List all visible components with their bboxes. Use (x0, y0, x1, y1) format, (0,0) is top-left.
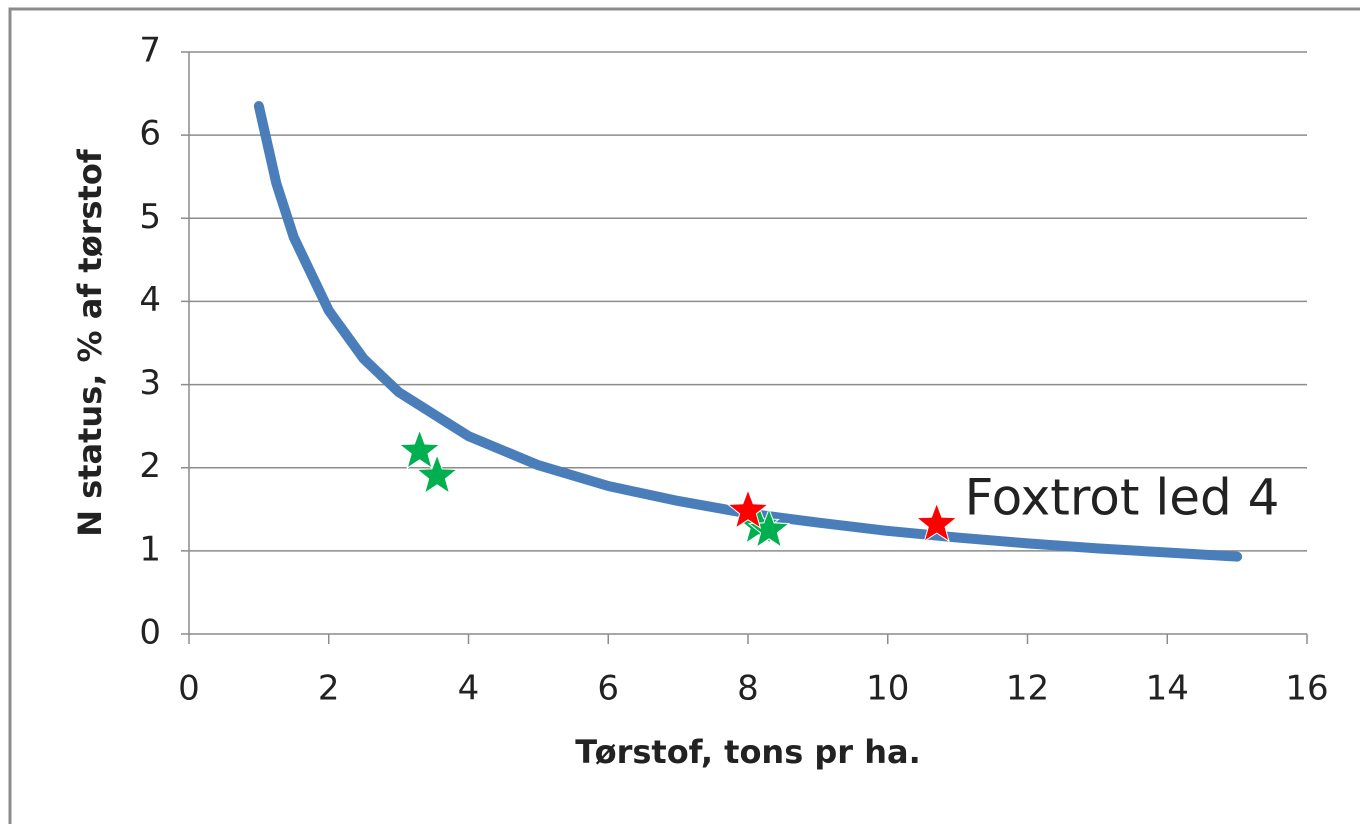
x-tick-label: 10 (866, 669, 909, 709)
y-tick-label: 7 (139, 31, 161, 71)
x-tick-label: 0 (178, 669, 200, 709)
star-point (915, 501, 958, 543)
star-point (726, 488, 770, 530)
y-tick-label: 2 (139, 446, 161, 486)
y-tick-label: 3 (139, 363, 161, 403)
x-tick-label: 4 (458, 669, 480, 709)
curve (253, 101, 1243, 562)
y-axis-title: N status, % af tørstof (71, 148, 109, 537)
star-point (415, 453, 459, 495)
x-tick-label: 6 (597, 669, 619, 709)
x-axis-title: Tørstof, tons pr ha. (575, 733, 921, 771)
y-tick-label: 0 (139, 613, 161, 653)
x-tick-label: 8 (737, 669, 759, 709)
star-point (398, 428, 441, 470)
x-tick-label: 2 (318, 669, 340, 709)
annotation: Foxtrot led 4 (965, 468, 1280, 526)
y-tick-label: 5 (139, 197, 161, 237)
chart-frame (8, 7, 1360, 824)
y-tick-label: 1 (139, 529, 161, 569)
x-tick-label: 16 (1285, 669, 1328, 709)
y-tick-label: 6 (139, 114, 161, 154)
x-tick-label: 12 (1006, 669, 1049, 709)
y-tick-label: 4 (139, 280, 161, 320)
x-tick-label: 14 (1146, 669, 1189, 709)
